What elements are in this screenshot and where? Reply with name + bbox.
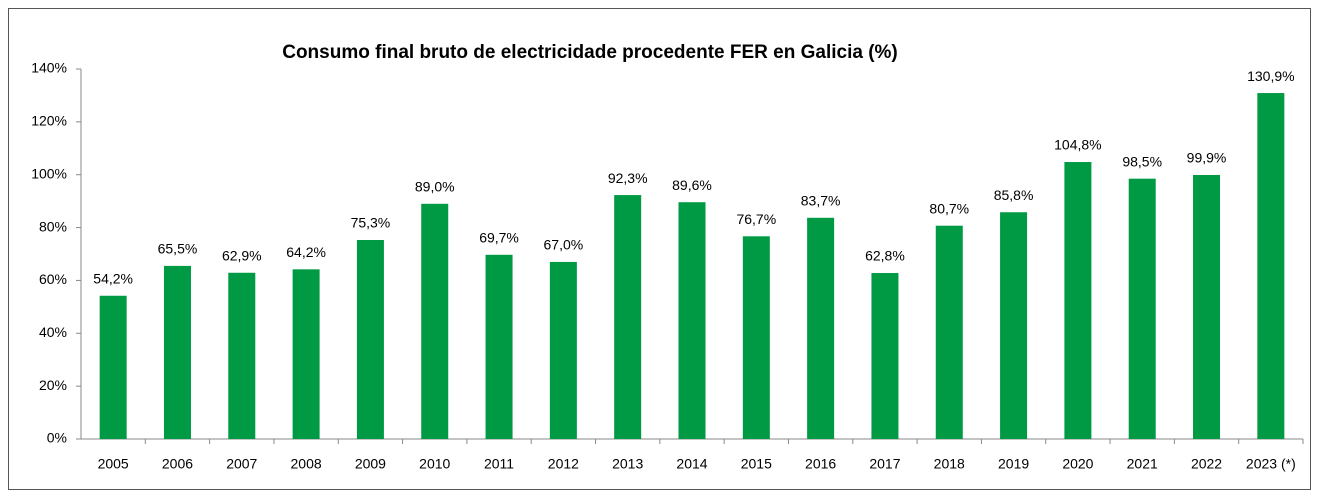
- x-tick-label: 2008: [291, 456, 322, 472]
- bar: [1193, 174, 1221, 439]
- data-label: 80,7%: [929, 200, 969, 216]
- bar: [163, 265, 191, 439]
- bar: [228, 272, 256, 439]
- x-tick-label: 2015: [741, 456, 772, 472]
- x-tick-label: 2010: [419, 456, 450, 472]
- data-label: 76,7%: [736, 211, 776, 227]
- bar: [1000, 212, 1028, 439]
- data-label: 54,2%: [93, 270, 133, 286]
- bar: [935, 225, 963, 439]
- x-tick-label: 2019: [998, 456, 1029, 472]
- data-label: 75,3%: [351, 215, 391, 231]
- x-tick-label: 2018: [934, 456, 965, 472]
- y-tick-label: 120%: [31, 113, 67, 129]
- bar: [614, 195, 642, 439]
- x-tick-label: 2020: [1062, 456, 1093, 472]
- bar: [549, 261, 577, 439]
- bar: [871, 273, 899, 439]
- data-label: 65,5%: [158, 241, 198, 257]
- data-label: 69,7%: [479, 229, 519, 245]
- y-tick-label: 20%: [39, 377, 67, 393]
- x-tick-label: 2022: [1191, 456, 1222, 472]
- data-label: 67,0%: [544, 237, 584, 253]
- bar: [292, 269, 320, 439]
- data-label: 98,5%: [1122, 153, 1162, 169]
- data-label: 89,6%: [672, 177, 712, 193]
- data-label: 104,8%: [1054, 137, 1101, 153]
- bar: [421, 203, 449, 439]
- y-tick-label: 140%: [31, 60, 67, 76]
- bar: [678, 202, 706, 439]
- bar: [1128, 178, 1156, 439]
- x-tick-label: 2023 (*): [1246, 456, 1296, 472]
- bar: [485, 254, 513, 439]
- data-label: 83,7%: [801, 192, 841, 208]
- data-label: 64,2%: [286, 244, 326, 260]
- x-tick-label: 2009: [355, 456, 386, 472]
- bar: [807, 217, 835, 439]
- y-tick-label: 80%: [39, 218, 67, 234]
- data-label: 62,9%: [222, 247, 262, 263]
- y-tick-label: 0%: [47, 430, 67, 446]
- x-tick-label: 2021: [1127, 456, 1158, 472]
- chart-frame: [8, 8, 1311, 490]
- bar: [1064, 162, 1092, 439]
- x-tick-label: 2011: [484, 456, 514, 472]
- chart-title: Consumo final bruto de electricidade pro…: [282, 42, 898, 63]
- x-tick-label: 2016: [805, 456, 836, 472]
- y-tick-label: 40%: [39, 324, 67, 340]
- y-tick-label: 60%: [39, 271, 67, 287]
- data-label: 99,9%: [1187, 150, 1227, 166]
- x-tick-label: 2017: [869, 456, 900, 472]
- x-tick-label: 2005: [98, 456, 129, 472]
- x-tick-label: 2006: [162, 456, 193, 472]
- x-tick-label: 2014: [676, 456, 707, 472]
- data-label: 130,9%: [1247, 68, 1294, 84]
- data-label: 85,8%: [994, 187, 1034, 203]
- data-label: 92,3%: [608, 170, 648, 186]
- y-tick-label: 100%: [31, 165, 67, 181]
- bar: [356, 239, 384, 439]
- bar: [742, 236, 770, 439]
- bar: [99, 295, 127, 439]
- x-tick-label: 2012: [548, 456, 579, 472]
- bar: [1257, 93, 1285, 440]
- data-label: 89,0%: [415, 178, 455, 194]
- x-tick-label: 2007: [226, 456, 257, 472]
- data-label: 62,8%: [865, 248, 905, 264]
- x-tick-label: 2013: [612, 456, 643, 472]
